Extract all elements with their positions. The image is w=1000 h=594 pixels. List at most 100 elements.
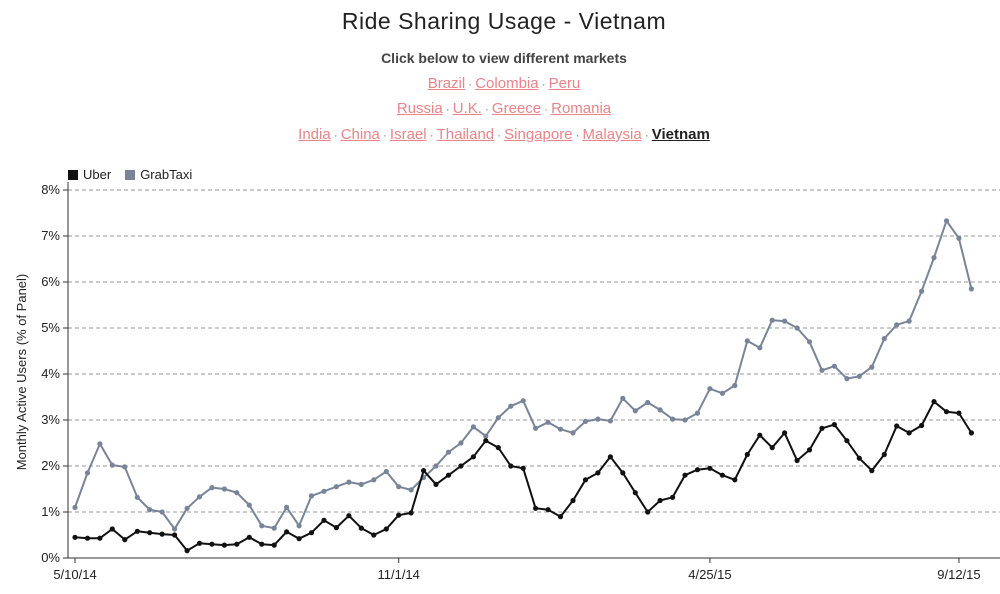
data-point-uber[interactable] <box>968 430 975 436</box>
data-point-grabtaxi[interactable] <box>134 494 140 500</box>
data-point-uber[interactable] <box>557 514 564 520</box>
data-point-uber[interactable] <box>196 540 203 546</box>
data-point-grabtaxi[interactable] <box>869 364 875 370</box>
data-point-grabtaxi[interactable] <box>956 235 962 241</box>
data-point-grabtaxi[interactable] <box>533 425 539 431</box>
data-point-uber[interactable] <box>246 534 252 540</box>
data-point-uber[interactable] <box>782 430 788 436</box>
data-point-grabtaxi[interactable] <box>72 504 78 510</box>
data-point-uber[interactable] <box>346 513 352 519</box>
market-link-thailand[interactable]: Thailand <box>436 126 495 143</box>
data-point-grabtaxi[interactable] <box>308 493 315 499</box>
data-point-grabtaxi[interactable] <box>906 318 912 324</box>
data-point-grabtaxi[interactable] <box>458 440 464 446</box>
data-point-grabtaxi[interactable] <box>333 484 339 490</box>
data-point-grabtaxi[interactable] <box>582 418 589 424</box>
data-point-uber[interactable] <box>794 457 800 464</box>
data-point-grabtaxi[interactable] <box>943 218 950 224</box>
data-point-grabtaxi[interactable] <box>408 487 414 493</box>
data-point-grabtaxi[interactable] <box>109 462 115 468</box>
market-link-malaysia[interactable]: Malaysia <box>582 126 642 143</box>
data-point-grabtaxi[interactable] <box>757 345 763 351</box>
data-point-grabtaxi[interactable] <box>657 407 663 413</box>
data-point-uber[interactable] <box>321 517 327 523</box>
market-link-greece[interactable]: Greece <box>491 100 542 117</box>
data-point-uber[interactable] <box>396 512 402 518</box>
data-point-grabtaxi[interactable] <box>172 526 178 532</box>
data-point-grabtaxi[interactable] <box>97 441 103 447</box>
data-point-grabtaxi[interactable] <box>769 317 775 323</box>
data-point-grabtaxi[interactable] <box>271 525 277 531</box>
data-point-uber[interactable] <box>159 531 165 537</box>
data-point-uber[interactable] <box>433 481 439 487</box>
data-point-uber[interactable] <box>670 494 676 500</box>
data-point-uber[interactable] <box>296 536 302 542</box>
data-point-grabtaxi[interactable] <box>221 486 227 492</box>
data-point-uber[interactable] <box>458 463 464 469</box>
data-point-grabtaxi[interactable] <box>806 339 813 345</box>
data-point-grabtaxi[interactable] <box>844 376 850 382</box>
data-point-uber[interactable] <box>72 534 78 540</box>
data-point-uber[interactable] <box>595 470 601 476</box>
data-point-grabtaxi[interactable] <box>620 395 626 401</box>
data-point-uber[interactable] <box>122 537 128 543</box>
data-point-grabtaxi[interactable] <box>396 484 402 490</box>
data-point-uber[interactable] <box>408 510 414 516</box>
data-point-uber[interactable] <box>694 467 701 473</box>
data-point-grabtaxi[interactable] <box>520 398 526 404</box>
data-point-uber[interactable] <box>956 410 962 416</box>
data-point-uber[interactable] <box>545 507 551 513</box>
data-point-uber[interactable] <box>147 530 153 536</box>
data-point-uber[interactable] <box>533 505 539 511</box>
data-point-uber[interactable] <box>483 438 489 444</box>
data-point-uber[interactable] <box>570 497 576 504</box>
data-point-grabtaxi[interactable] <box>508 403 514 409</box>
market-link-brazil[interactable]: Brazil <box>427 75 466 92</box>
data-point-uber[interactable] <box>134 528 140 534</box>
data-point-grabtaxi[interactable] <box>470 424 476 430</box>
market-link-india[interactable]: India <box>298 126 331 143</box>
data-point-grabtaxi[interactable] <box>856 373 862 379</box>
data-point-grabtaxi[interactable] <box>782 318 788 324</box>
data-point-uber[interactable] <box>906 430 912 436</box>
data-point-grabtaxi[interactable] <box>645 399 651 406</box>
data-point-uber[interactable] <box>819 425 825 431</box>
data-point-uber[interactable] <box>732 477 738 483</box>
data-point-grabtaxi[interactable] <box>209 485 215 491</box>
data-point-grabtaxi[interactable] <box>84 470 91 476</box>
data-point-grabtaxi[interactable] <box>794 325 800 331</box>
data-point-grabtaxi[interactable] <box>445 449 452 455</box>
data-point-uber[interactable] <box>831 422 838 428</box>
data-point-uber[interactable] <box>719 472 726 478</box>
data-point-uber[interactable] <box>844 438 850 444</box>
data-point-uber[interactable] <box>284 529 290 535</box>
data-point-uber[interactable] <box>421 468 427 474</box>
data-point-uber[interactable] <box>657 497 663 504</box>
data-point-uber[interactable] <box>943 409 950 415</box>
data-point-grabtaxi[interactable] <box>607 418 614 424</box>
data-point-grabtaxi[interactable] <box>707 386 713 392</box>
data-point-grabtaxi[interactable] <box>919 288 925 294</box>
data-point-grabtaxi[interactable] <box>570 430 576 436</box>
data-point-uber[interactable] <box>184 548 190 554</box>
data-point-uber[interactable] <box>919 422 925 429</box>
data-point-grabtaxi[interactable] <box>632 408 638 414</box>
data-point-uber[interactable] <box>607 454 614 460</box>
data-point-uber[interactable] <box>358 525 364 531</box>
data-point-uber[interactable] <box>869 468 875 474</box>
data-point-uber[interactable] <box>495 445 501 451</box>
data-point-uber[interactable] <box>84 535 91 541</box>
data-point-uber[interactable] <box>645 509 651 515</box>
data-point-grabtaxi[interactable] <box>371 477 377 483</box>
market-link-singapore[interactable]: Singapore <box>504 126 573 143</box>
data-point-uber[interactable] <box>856 455 862 461</box>
data-point-uber[interactable] <box>894 423 900 429</box>
data-point-grabtaxi[interactable] <box>358 481 364 487</box>
data-point-grabtaxi[interactable] <box>831 363 838 369</box>
data-point-grabtaxi[interactable] <box>931 255 937 261</box>
data-point-grabtaxi[interactable] <box>682 417 688 423</box>
data-point-grabtaxi[interactable] <box>159 509 165 515</box>
data-point-grabtaxi[interactable] <box>346 479 352 485</box>
data-point-grabtaxi[interactable] <box>259 523 265 529</box>
data-point-grabtaxi[interactable] <box>819 367 825 373</box>
